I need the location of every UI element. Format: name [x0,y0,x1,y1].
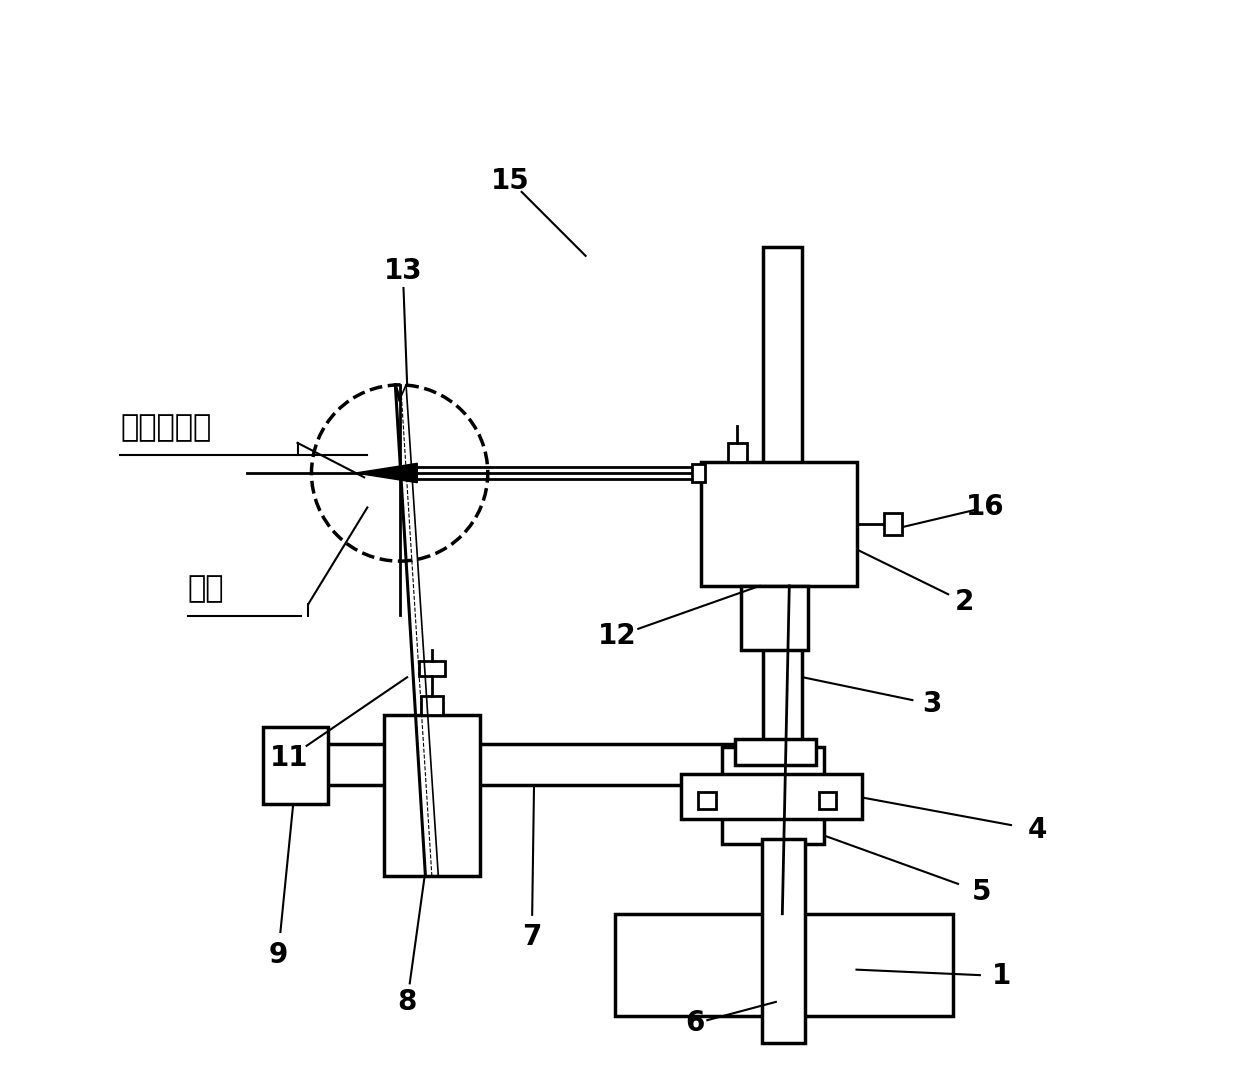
Bar [698,791,715,808]
Text: 5: 5 [971,878,991,906]
Text: 7: 7 [522,923,542,951]
Text: 12: 12 [598,622,636,650]
Text: 6: 6 [686,1009,704,1037]
Bar [735,739,816,765]
Polygon shape [356,463,417,483]
Bar [419,661,445,676]
Bar [422,696,443,715]
Text: 16: 16 [966,493,1004,521]
Text: 3: 3 [923,690,941,718]
Bar [681,774,862,819]
Bar [763,247,802,914]
Bar [692,464,704,482]
Bar [263,727,327,804]
Text: 15: 15 [491,167,529,195]
Text: 13: 13 [383,257,422,285]
Text: 大腿: 大腿 [187,575,224,603]
Text: 1: 1 [992,962,1012,990]
Bar [742,586,808,650]
Bar [615,914,954,1016]
Bar [884,513,901,534]
Text: 2: 2 [955,588,973,616]
Bar [722,747,825,844]
Text: 股骨中轴线: 股骨中轴线 [120,414,211,442]
Text: 8: 8 [398,988,417,1016]
Bar [701,462,857,586]
Text: 9: 9 [269,941,288,969]
Bar [818,791,836,808]
Bar [383,715,480,876]
Text: 4: 4 [1028,816,1047,844]
Text: 11: 11 [269,744,309,772]
Bar [761,838,805,1043]
Bar [309,744,765,785]
Bar [728,443,746,462]
